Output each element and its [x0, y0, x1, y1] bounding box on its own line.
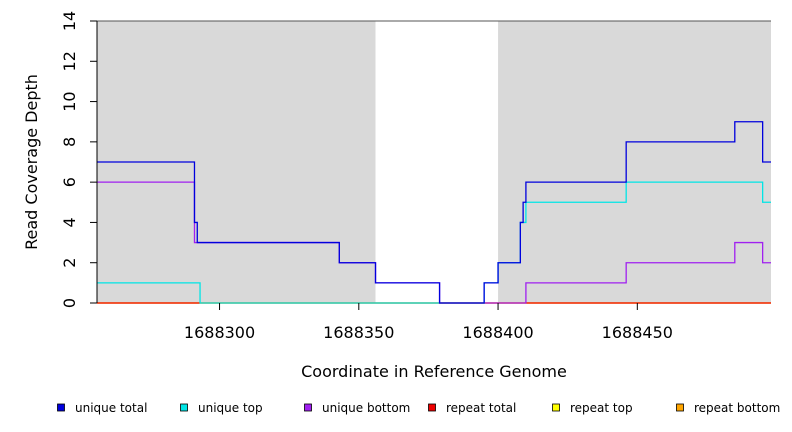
x-tick-label: 1688300 [184, 323, 255, 342]
legend-swatch [428, 403, 436, 412]
legend: unique total unique top unique bottom repea… [57, 401, 780, 415]
x-axis-title: Coordinate in Reference Genome [301, 362, 567, 381]
legend-label: unique top [198, 401, 263, 415]
y-tick-label: 4 [60, 217, 79, 227]
legend-item-repeat-bottom: repeat bottom [676, 401, 780, 415]
legend-item-unique-top: unique top [180, 401, 263, 415]
legend-swatch [180, 403, 188, 412]
y-tick-label: 10 [60, 91, 79, 111]
legend-label: unique bottom [322, 401, 410, 415]
legend-item-repeat-top: repeat top [552, 401, 633, 415]
x-tick-label: 1688450 [602, 323, 673, 342]
y-tick-label: 2 [60, 258, 79, 268]
legend-label: repeat bottom [694, 401, 780, 415]
y-tick-label: 6 [60, 177, 79, 187]
x-tick-label: 1688400 [462, 323, 533, 342]
legend-swatch [552, 403, 560, 412]
series-line-unique-total [97, 121, 771, 304]
legend-label: unique total [75, 401, 147, 415]
y-tick-label: 12 [60, 51, 79, 71]
legend-label: repeat total [446, 401, 516, 415]
legend-item-repeat-total: repeat total [428, 401, 516, 415]
y-axis-title: Read Coverage Depth [22, 74, 41, 250]
y-tick-label: 14 [60, 11, 79, 31]
shaded-region-2 [498, 21, 771, 303]
y-tick-label: 8 [60, 137, 79, 147]
axes: 0 2 4 6 8 10 12 14 1688300 1688350 1688400 1688450 [60, 11, 771, 342]
legend-item-unique-bottom: unique bottom [304, 401, 410, 415]
legend-swatch [57, 403, 65, 412]
series-lines [97, 121, 771, 304]
y-tick-label: 0 [60, 298, 79, 308]
shaded-regions [97, 21, 771, 303]
legend-item-unique-total: unique total [57, 401, 147, 415]
legend-label: repeat top [570, 401, 633, 415]
legend-swatch [304, 403, 312, 412]
x-tick-label: 1688350 [323, 323, 394, 342]
legend-swatch [676, 403, 684, 412]
